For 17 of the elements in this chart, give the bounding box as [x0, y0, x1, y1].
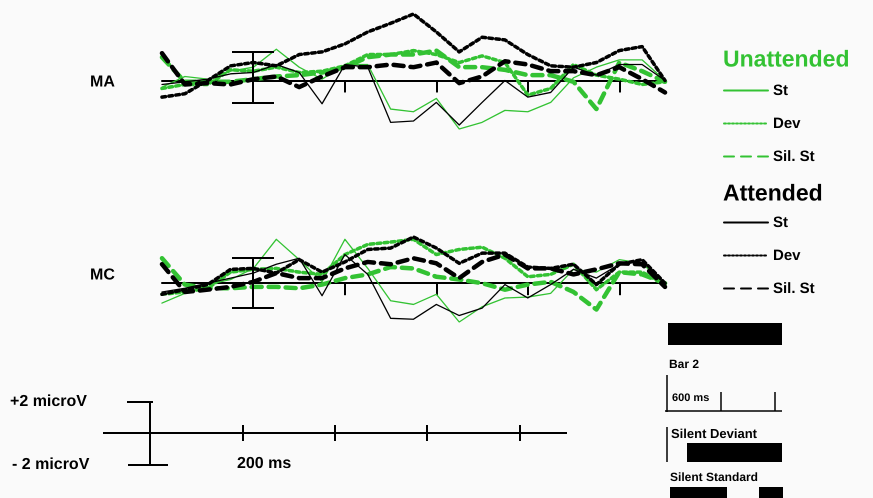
text: - 2 microV — [12, 456, 90, 474]
text: Silent Standard — [670, 470, 758, 484]
text: Silent Deviant — [671, 426, 757, 441]
legend-label: Sil. St — [773, 148, 815, 165]
text: +2 microV — [10, 393, 87, 411]
legend-label: Dev — [773, 115, 802, 132]
legend-label: St — [773, 82, 788, 99]
legend-label: Sil. St — [773, 280, 815, 297]
legend-label: St — [773, 214, 788, 231]
legend-title: Attended — [723, 180, 823, 206]
text: MA — [90, 74, 116, 90]
text: 200 ms — [237, 455, 292, 473]
text: 600 ms — [672, 392, 710, 404]
legend-label: Dev — [773, 247, 802, 264]
text: MC — [90, 266, 116, 284]
legend-title: Unattended — [723, 46, 850, 72]
text: Bar 2 — [669, 357, 700, 371]
